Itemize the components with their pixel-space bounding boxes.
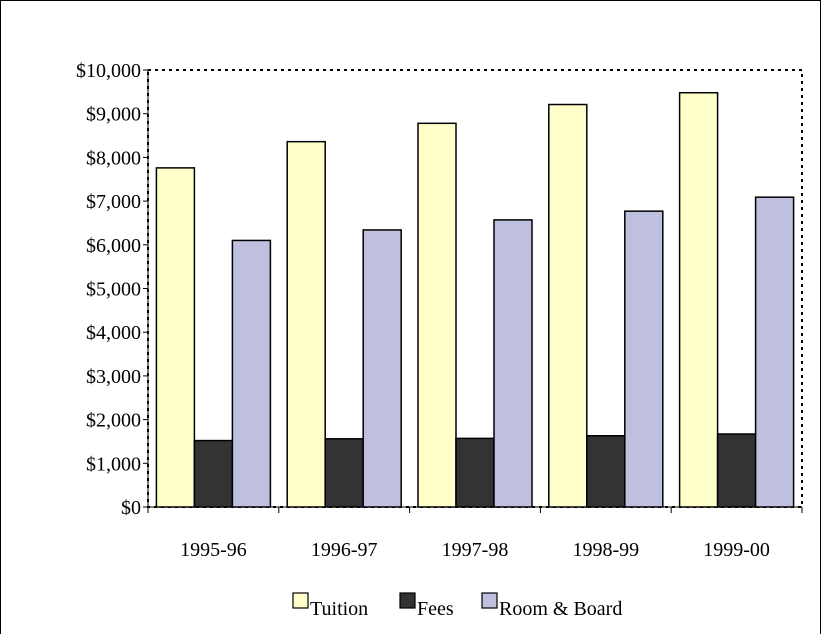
legend-swatch-tuition [292, 592, 309, 609]
bar-tuition-1996-97 [286, 140, 326, 508]
x-tick-label: 1998-99 [572, 539, 639, 561]
y-tick-label: $8,000 [86, 147, 141, 169]
x-tick-label: 1996-97 [311, 539, 378, 561]
bar-fees-1998-99 [586, 435, 626, 508]
bar-room-board-1996-97 [362, 229, 402, 508]
bar-room-board-1999-00 [754, 196, 795, 508]
y-tick-label: $2,000 [86, 410, 141, 432]
bar-tuition-1998-99 [548, 103, 588, 508]
bar-tuition-1997-98 [417, 122, 457, 508]
bar-tuition-1999-00 [678, 91, 719, 508]
y-tick-label: $10,000 [76, 60, 141, 82]
bar-fees-1997-98 [455, 437, 495, 508]
x-tick-label: 1999-00 [703, 539, 770, 561]
x-tick-label: 1997-98 [442, 539, 509, 561]
y-tick-label: $6,000 [86, 235, 141, 257]
legend-swatch-fees [399, 592, 416, 609]
y-tick-label: $5,000 [86, 279, 141, 301]
bar-tuition-1995-96 [155, 167, 196, 508]
y-tick-label: $3,000 [86, 366, 141, 388]
bar-room-board-1998-99 [624, 210, 664, 508]
y-tick-label: $4,000 [86, 322, 141, 344]
legend-label: Tuition [310, 598, 368, 620]
y-tick-label: $0 [121, 497, 141, 519]
legend-swatch-room-board [481, 592, 498, 609]
x-tick-label: 1995-96 [180, 539, 247, 561]
bar-room-board-1997-98 [493, 219, 533, 508]
bar-fees-1996-97 [324, 438, 364, 508]
y-tick-label: $1,000 [86, 453, 141, 475]
bar-fees-1995-96 [193, 439, 234, 508]
y-tick-label: $9,000 [86, 104, 141, 126]
legend-label: Fees [417, 598, 454, 620]
legend: Tuition Fees Room & Board [292, 592, 622, 620]
legend-label: Room & Board [499, 598, 622, 620]
y-tick-label: $7,000 [86, 191, 141, 213]
bar-room-board-1995-96 [231, 239, 272, 508]
bar-fees-1999-00 [716, 433, 757, 508]
